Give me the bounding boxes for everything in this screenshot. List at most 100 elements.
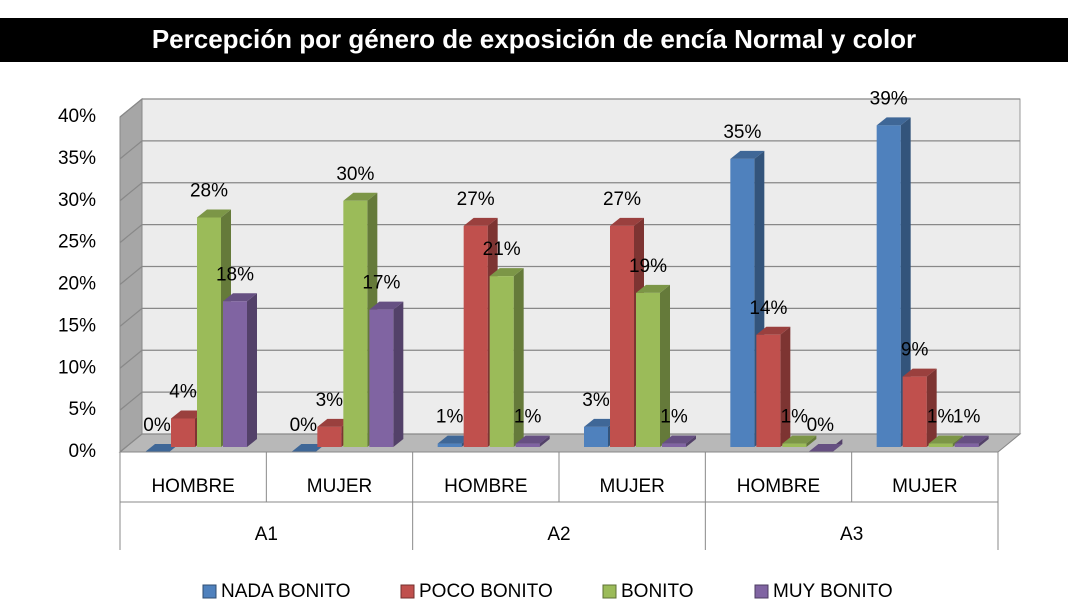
y-tick-label: 5% xyxy=(69,399,97,420)
data-label: 1% xyxy=(514,407,542,428)
bar-face xyxy=(756,334,781,447)
bar-face xyxy=(902,376,927,447)
bar-face xyxy=(780,326,791,447)
y-tick-label: 20% xyxy=(58,274,96,295)
grid-line xyxy=(119,391,1020,411)
bar-face xyxy=(437,443,462,447)
bar-face xyxy=(662,443,686,447)
bar-face xyxy=(539,435,550,447)
bar-face xyxy=(928,435,963,444)
bar-face xyxy=(317,418,352,427)
bar-face xyxy=(876,117,911,126)
bar xyxy=(902,368,937,447)
grid-line xyxy=(119,307,1020,327)
bar-face xyxy=(223,293,257,302)
data-label: 0% xyxy=(290,415,318,436)
bar-face xyxy=(928,443,953,447)
y-tick-label: 0% xyxy=(69,441,97,462)
x-tick-label: HOMBRE xyxy=(444,476,527,497)
data-label: 9% xyxy=(901,340,929,361)
bar-face xyxy=(343,192,378,201)
bar-face xyxy=(610,217,644,226)
data-label: 1% xyxy=(927,407,955,428)
data-label: 18% xyxy=(216,264,254,285)
bar-face xyxy=(317,426,342,447)
bar-face xyxy=(489,268,524,277)
legend-swatch xyxy=(400,584,415,599)
x-tick-label: HOMBRE xyxy=(737,476,820,497)
bar-face xyxy=(437,435,472,444)
bar-face xyxy=(584,418,618,427)
bar-face xyxy=(197,217,221,447)
bar-face xyxy=(291,444,326,452)
grid-line xyxy=(119,140,1020,160)
bar-face xyxy=(610,225,634,447)
data-label: 27% xyxy=(603,189,641,210)
data-label: 1% xyxy=(660,407,688,428)
bar-face xyxy=(806,435,817,447)
data-label: 0% xyxy=(143,415,171,436)
bar xyxy=(223,293,257,447)
legend-label: BONITO xyxy=(621,581,694,602)
data-label: 3% xyxy=(316,390,344,411)
grid-line xyxy=(119,224,1020,244)
bar xyxy=(489,268,524,447)
bar xyxy=(756,326,791,447)
bar-face xyxy=(782,443,807,447)
data-label: 28% xyxy=(190,181,228,202)
grid-line xyxy=(119,182,1020,202)
x-tick-label: MUJER xyxy=(892,476,957,497)
bar xyxy=(876,117,911,447)
y-tick-label: 40% xyxy=(58,106,96,127)
chart-title: Percepción por género de exposición de e… xyxy=(152,24,916,54)
data-label: 39% xyxy=(870,88,908,109)
y-tick-label: 25% xyxy=(58,232,96,253)
group-label: A3 xyxy=(840,524,863,545)
y-tick-label: 15% xyxy=(58,315,96,336)
y-tick-label: 30% xyxy=(58,190,96,211)
legend-swatch xyxy=(754,584,769,599)
x-tick-label: MUJER xyxy=(599,476,664,497)
bar-face xyxy=(900,117,911,447)
bar-face xyxy=(247,293,257,447)
bar-face xyxy=(515,435,550,444)
bar-face xyxy=(463,225,488,447)
bar xyxy=(662,435,696,447)
x-tick-label: MUJER xyxy=(307,476,372,497)
group-label: A1 xyxy=(255,524,278,545)
bar-face xyxy=(584,426,608,447)
bar-face xyxy=(782,435,817,444)
bar-face xyxy=(730,150,765,159)
bar xyxy=(954,435,989,447)
bar xyxy=(808,439,843,452)
bar xyxy=(515,435,550,447)
bar-face xyxy=(808,444,843,452)
data-label: 35% xyxy=(723,122,761,143)
legend-label: NADA BONITO xyxy=(221,581,351,602)
bar xyxy=(636,284,670,447)
bar-face xyxy=(730,158,755,447)
y-tick-label: 35% xyxy=(58,148,96,169)
bar-face xyxy=(369,309,394,447)
data-label: 27% xyxy=(457,189,495,210)
legend-swatch xyxy=(202,584,217,599)
bar-face xyxy=(223,301,247,447)
bar-face xyxy=(369,301,404,310)
data-label: 1% xyxy=(953,407,981,428)
data-label: 0% xyxy=(807,415,835,436)
legend-swatch xyxy=(602,584,617,599)
legend-label: POCO BONITO xyxy=(419,581,553,602)
bar-face xyxy=(515,443,540,447)
bar-face xyxy=(926,368,937,447)
grid-line xyxy=(119,98,1020,118)
group-label: A2 xyxy=(547,524,570,545)
data-label: 1% xyxy=(436,407,464,428)
grid-line xyxy=(119,433,1020,453)
data-label: 3% xyxy=(582,390,610,411)
bar-face xyxy=(660,284,670,447)
bar-face xyxy=(756,326,791,335)
bar-face xyxy=(513,268,524,447)
x-tick-label: HOMBRE xyxy=(151,476,234,497)
bar-face xyxy=(954,435,989,444)
